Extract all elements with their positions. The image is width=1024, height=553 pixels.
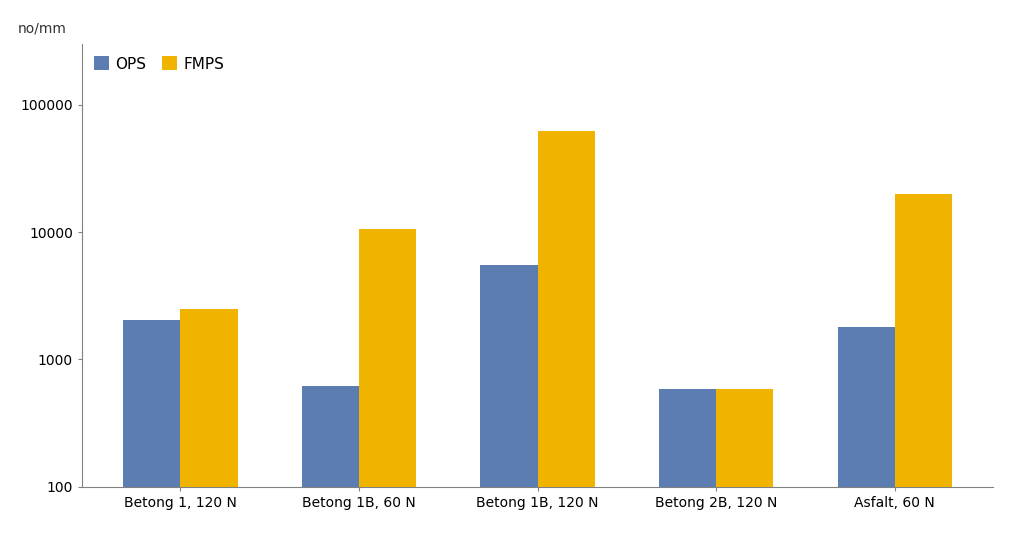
Bar bbox=[838, 327, 895, 553]
Bar bbox=[480, 265, 538, 553]
Bar bbox=[895, 194, 952, 553]
Bar bbox=[538, 132, 595, 553]
Bar bbox=[123, 320, 180, 553]
Bar bbox=[659, 389, 716, 553]
Bar bbox=[180, 309, 238, 553]
Bar bbox=[359, 229, 416, 553]
Legend: OPS, FMPS: OPS, FMPS bbox=[89, 52, 228, 76]
Bar bbox=[716, 389, 773, 553]
Text: no/mm: no/mm bbox=[18, 22, 67, 35]
Bar bbox=[302, 386, 359, 553]
